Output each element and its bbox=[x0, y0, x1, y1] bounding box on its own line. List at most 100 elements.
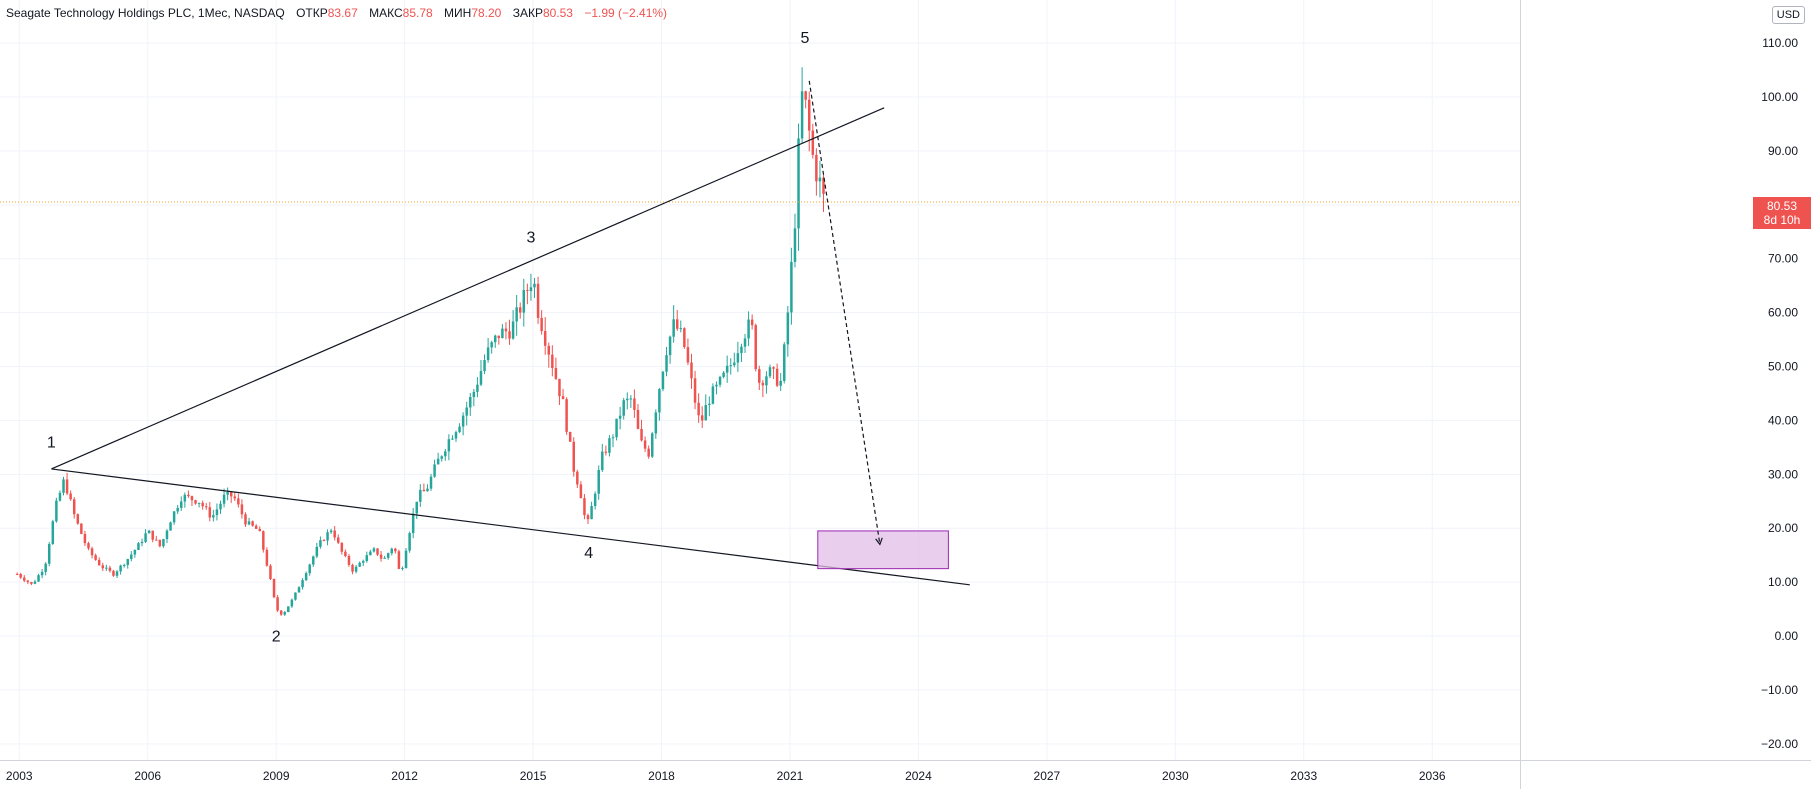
candle bbox=[140, 538, 144, 547]
candle bbox=[708, 396, 711, 417]
candle-body bbox=[19, 574, 22, 578]
candle bbox=[775, 363, 779, 388]
candle bbox=[30, 581, 33, 586]
candle bbox=[408, 531, 411, 553]
candle bbox=[561, 388, 565, 400]
candle bbox=[162, 538, 165, 548]
candle-body bbox=[558, 378, 561, 397]
candle-body bbox=[504, 328, 508, 332]
candle-body bbox=[365, 555, 369, 562]
candle bbox=[597, 465, 600, 500]
close-label: ЗАКР bbox=[512, 6, 543, 20]
candle bbox=[572, 437, 575, 477]
candle-body bbox=[472, 391, 476, 398]
candle bbox=[786, 306, 790, 357]
candle bbox=[290, 598, 294, 608]
candle bbox=[183, 492, 187, 508]
candle-body bbox=[94, 555, 97, 560]
candle-body bbox=[169, 522, 172, 531]
open-label: ОТКР bbox=[296, 6, 328, 20]
candle-body bbox=[711, 386, 715, 404]
candle bbox=[47, 542, 51, 567]
drawing-layer[interactable]: 1 2 3 4 5 bbox=[0, 30, 1520, 645]
candle-body bbox=[394, 548, 397, 552]
candle-body bbox=[415, 501, 418, 514]
candle-body bbox=[811, 130, 815, 155]
candle bbox=[411, 507, 415, 539]
candle bbox=[215, 503, 219, 521]
candle bbox=[654, 409, 658, 439]
candle-body bbox=[654, 412, 658, 434]
candle-body bbox=[615, 418, 618, 438]
candle-body bbox=[526, 290, 529, 292]
candle-body bbox=[818, 177, 822, 182]
wave-label-1: 1 bbox=[47, 434, 56, 451]
candle-body bbox=[351, 564, 354, 572]
candle-body bbox=[315, 546, 319, 557]
candle bbox=[807, 91, 811, 152]
candle-body bbox=[151, 530, 154, 540]
candle bbox=[804, 90, 807, 109]
candle bbox=[522, 278, 526, 327]
candle-body bbox=[733, 362, 736, 366]
candle bbox=[793, 213, 797, 268]
candle bbox=[618, 406, 622, 430]
candle-body bbox=[469, 397, 472, 408]
candle-body bbox=[105, 567, 108, 569]
candle-body bbox=[486, 347, 490, 360]
high-value: 85.78 bbox=[402, 6, 433, 20]
candle bbox=[83, 530, 87, 546]
candle-body bbox=[326, 532, 329, 541]
candle bbox=[797, 123, 800, 251]
candle bbox=[137, 541, 140, 551]
candle-body bbox=[55, 500, 58, 522]
candle-body bbox=[597, 469, 600, 494]
candle-body bbox=[661, 371, 665, 390]
candle bbox=[258, 526, 262, 532]
time-tick-label: 2009 bbox=[263, 769, 290, 783]
candle-body bbox=[668, 336, 672, 356]
candle-body bbox=[736, 353, 740, 363]
candle-body bbox=[290, 599, 294, 607]
candle-body bbox=[158, 539, 162, 547]
candle bbox=[440, 455, 443, 462]
symbol-title[interactable]: Seagate Technology Holdings PLC, 1Мес, N… bbox=[6, 6, 285, 20]
candle bbox=[112, 569, 115, 577]
candle bbox=[811, 123, 815, 159]
candle bbox=[586, 513, 590, 524]
candle bbox=[700, 406, 704, 428]
candle-body bbox=[626, 398, 629, 401]
candle-body bbox=[494, 335, 497, 343]
candle bbox=[229, 491, 233, 503]
candle bbox=[254, 524, 258, 530]
candle-body bbox=[386, 553, 390, 558]
candle-body bbox=[622, 400, 625, 416]
candle bbox=[197, 502, 201, 508]
candle-body bbox=[675, 319, 679, 329]
candle bbox=[390, 547, 394, 556]
time-tick-label: 2003 bbox=[6, 769, 33, 783]
wave-label-2: 2 bbox=[272, 628, 281, 645]
price-tick-label: 0.00 bbox=[1775, 629, 1799, 643]
candle-body bbox=[568, 431, 572, 442]
candle-body bbox=[229, 491, 233, 497]
candle-body bbox=[554, 368, 558, 379]
candle bbox=[101, 562, 105, 572]
candle bbox=[372, 546, 376, 553]
candle bbox=[750, 314, 754, 330]
candle-body bbox=[226, 491, 229, 495]
candle-body bbox=[576, 471, 579, 485]
candle bbox=[508, 319, 511, 345]
candle bbox=[650, 431, 654, 459]
candle-body bbox=[608, 438, 611, 453]
candle bbox=[593, 491, 597, 510]
candle bbox=[543, 317, 547, 355]
candle bbox=[326, 529, 329, 546]
candle-body bbox=[33, 581, 37, 584]
candle bbox=[76, 513, 80, 525]
candle bbox=[722, 370, 725, 379]
currency-button[interactable]: USD bbox=[1771, 6, 1805, 24]
candle bbox=[768, 364, 772, 379]
